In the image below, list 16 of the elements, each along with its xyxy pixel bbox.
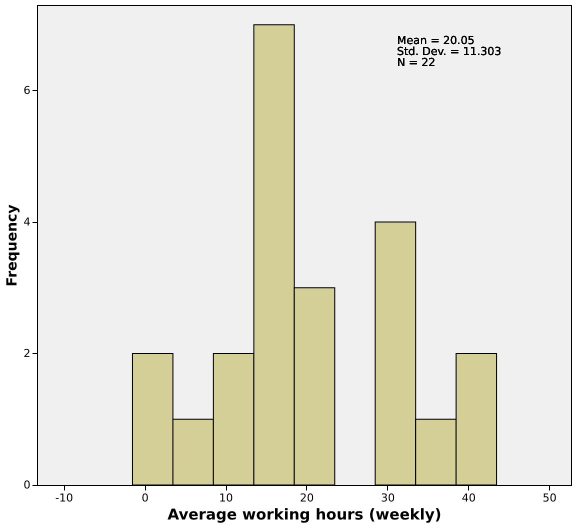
annotation: Mean = 20.05 — [397, 34, 475, 47]
x-tick-label: 20 — [300, 492, 314, 504]
x-tick-label: 40 — [462, 492, 476, 504]
annotation: Std. Dev. = 11.303 — [397, 45, 502, 58]
y-tick-label: 6 — [24, 84, 30, 97]
y-tick-label: 2 — [24, 346, 30, 360]
x-tick-label: 50 — [542, 492, 557, 504]
x-tick-label: 10 — [219, 492, 234, 504]
annotation: N = 22 — [397, 56, 436, 69]
x-tick-label: -10 — [55, 492, 74, 504]
x-tick-label: 0 — [142, 492, 149, 504]
y-tick-label: 0 — [24, 478, 30, 492]
y-axis-title: Frequency — [4, 204, 20, 286]
y-tick-label: 4 — [24, 215, 30, 228]
x-axis-title: Average working hours (weekly) — [167, 506, 442, 524]
x-tick-label: 30 — [380, 492, 395, 504]
